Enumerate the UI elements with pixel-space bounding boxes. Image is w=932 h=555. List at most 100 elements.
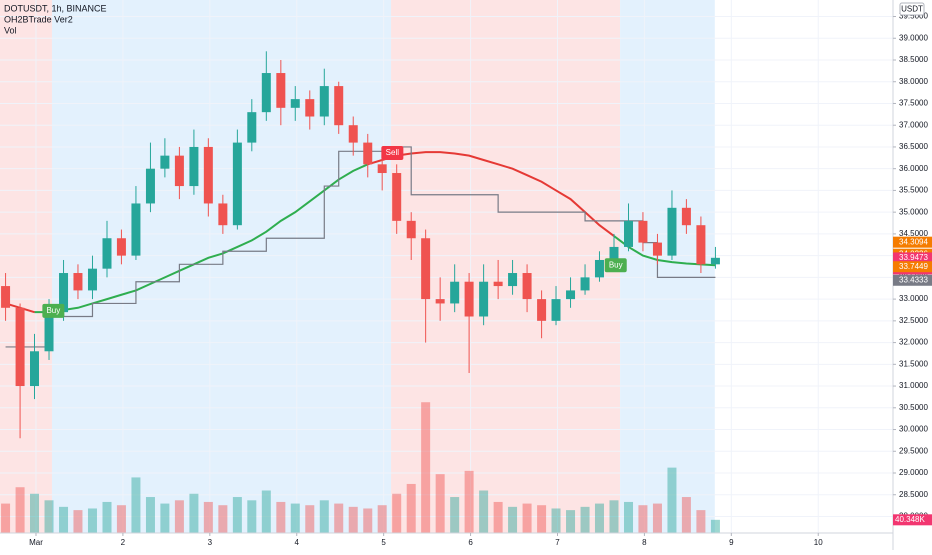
indicator-line — [5, 146, 716, 348]
signal-label: Sell — [386, 148, 400, 157]
candle-body — [710, 257, 720, 265]
candle-body — [638, 220, 648, 243]
volume-bar — [174, 500, 184, 533]
y-tick-label: 39.5000 — [899, 12, 928, 21]
candle-body — [87, 268, 97, 291]
y-tick-label: 30.5000 — [899, 403, 928, 412]
volume-bar — [116, 505, 126, 533]
volume-bar — [537, 505, 547, 533]
candle-body — [44, 312, 54, 352]
volume-bar — [522, 503, 532, 533]
candle-body — [319, 86, 329, 117]
x-tick-label: Mar — [29, 538, 43, 547]
volume-bar — [667, 467, 677, 533]
y-tick-label: 32.5000 — [899, 316, 928, 325]
candle-body — [145, 168, 155, 204]
candle-body — [450, 281, 460, 304]
candle-body — [566, 290, 576, 300]
volume-bar — [44, 500, 54, 533]
candle-body — [203, 146, 213, 204]
candle-body — [218, 203, 228, 226]
volume-bar — [580, 506, 590, 533]
candle-body — [174, 155, 184, 187]
candle-body — [334, 86, 344, 126]
volume-bar — [710, 519, 720, 533]
candle-body — [696, 225, 706, 265]
volume-bar — [450, 497, 460, 533]
volume-bar — [87, 508, 97, 533]
candle-body — [276, 73, 286, 108]
candle-body — [305, 99, 315, 117]
currency-label: USDT — [901, 5, 923, 14]
candle-body — [464, 281, 474, 317]
price-tag-label: 33.7449 — [899, 262, 928, 271]
x-tick-label: 2 — [121, 538, 126, 547]
x-tick-label: 3 — [208, 538, 213, 547]
candle-body — [131, 203, 141, 256]
x-tick-label: 4 — [295, 538, 300, 547]
volume-bar — [290, 503, 300, 533]
y-tick-label: 28.5000 — [899, 490, 928, 499]
volume-bar — [377, 505, 387, 533]
candle-body — [609, 246, 619, 260]
candle-body — [377, 164, 387, 174]
x-tick-label: 5 — [381, 538, 386, 547]
candle-body — [261, 73, 271, 113]
x-tick-label: 9 — [729, 538, 734, 547]
candle-body — [652, 242, 662, 256]
candle-body — [232, 142, 242, 226]
volume-bar — [59, 506, 69, 533]
y-tick-label: 38.5000 — [899, 55, 928, 64]
legend-item: Vol — [4, 25, 17, 35]
candle-body — [406, 220, 416, 239]
candle-body — [508, 273, 518, 287]
volume-bar — [276, 501, 286, 533]
candle-body — [348, 125, 358, 143]
y-tick-label: 34.5000 — [899, 229, 928, 238]
volume-bar — [392, 493, 402, 533]
volume-bar — [73, 510, 83, 533]
candle-body — [160, 155, 170, 169]
volume-tag-label: 40.348K — [895, 515, 925, 524]
y-tick-label: 39.0000 — [899, 33, 928, 42]
signal-badge — [381, 146, 404, 161]
candle-body — [189, 146, 199, 187]
y-tick-label: 35.0000 — [899, 207, 928, 216]
candle-body — [73, 273, 83, 291]
candle-body — [116, 238, 126, 256]
volume-bar — [566, 510, 576, 533]
volume-bar — [363, 508, 373, 533]
y-tick-label: 29.0000 — [899, 468, 928, 477]
price-tag-label: 33.4333 — [899, 275, 928, 284]
candle-body — [30, 351, 40, 387]
candle-body — [435, 299, 445, 304]
signal-region — [620, 0, 715, 533]
price-tag-label: 34.3094 — [899, 237, 928, 246]
volume-bar — [102, 501, 112, 533]
legend-item: OH2BTrade Ver2 — [4, 14, 73, 24]
price-tag — [893, 261, 932, 273]
volume-bar — [464, 470, 474, 533]
candle-body — [392, 173, 402, 221]
candle-body — [580, 277, 590, 291]
signal-label: Buy — [609, 260, 623, 269]
volume-bar — [696, 510, 706, 533]
signal-region — [0, 0, 52, 533]
candle-body — [522, 273, 532, 300]
y-tick-label: 36.5000 — [899, 142, 928, 151]
x-tick-label: 6 — [468, 538, 473, 547]
price-tag — [893, 236, 932, 248]
x-tick-label: 7 — [555, 538, 560, 547]
y-tick-label: 32.0000 — [899, 338, 928, 347]
candle-body — [594, 259, 604, 278]
volume-bar — [508, 506, 518, 533]
volume-bar — [348, 506, 358, 533]
x-tick-label: 10 — [814, 538, 823, 547]
volume-bar — [1, 503, 11, 533]
volume-bar — [203, 501, 213, 533]
y-tick-label: 35.5000 — [899, 186, 928, 195]
volume-bar — [551, 508, 561, 533]
legend-item: DOTUSDT, 1h, BINANCE — [4, 3, 107, 13]
y-tick-label: 33.0000 — [899, 294, 928, 303]
candle-body — [479, 281, 489, 317]
